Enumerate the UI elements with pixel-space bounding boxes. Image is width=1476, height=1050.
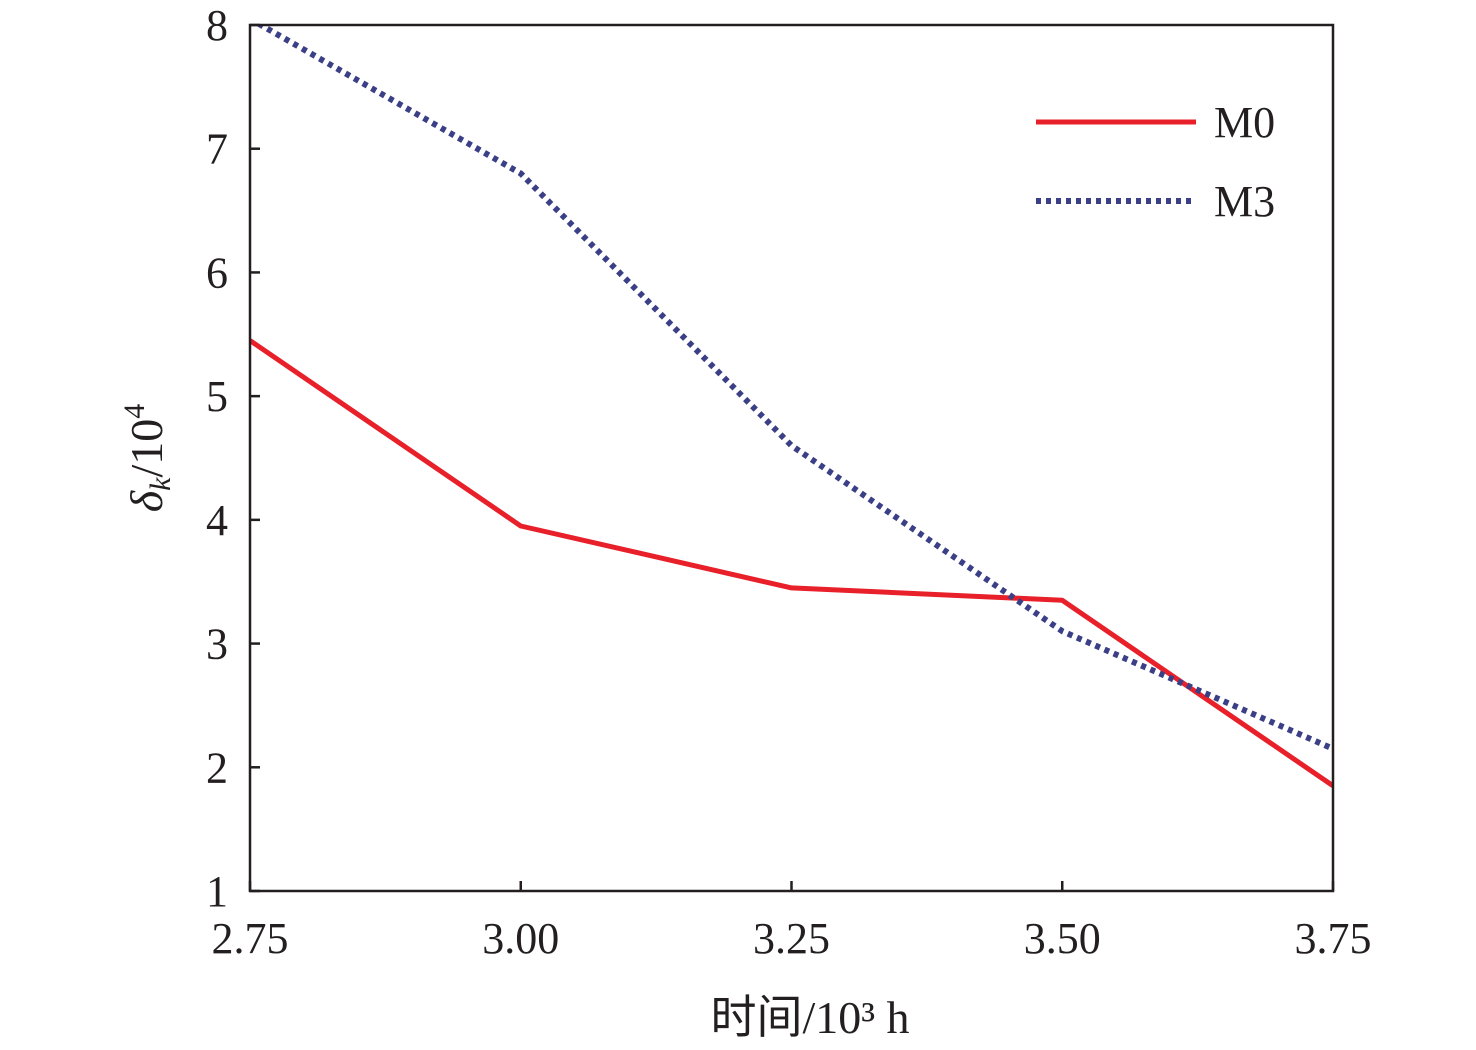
y-axis-superscript: 4 [118, 404, 151, 419]
y-tick-label: 2 [206, 743, 228, 792]
series-line-m3 [254, 25, 1333, 752]
x-tick-label: 3.75 [1295, 914, 1372, 963]
x-tick-label: 2.75 [212, 914, 289, 963]
y-tick-label: 8 [206, 1, 228, 50]
y-tick-label: 7 [206, 125, 228, 174]
x-tick-label: 3.50 [1024, 914, 1101, 963]
legend-label-m0: M0 [1214, 98, 1275, 147]
x-tick-label: 3.25 [753, 914, 830, 963]
series-line-m0 [250, 338, 1333, 788]
series-layer [250, 25, 1333, 788]
x-tick-label: 3.00 [482, 914, 559, 963]
y-tick-label: 3 [206, 620, 228, 669]
axis-ticks: 2.75 3.00 3.25 3.50 3.75 1 2 3 4 5 6 7 8 [206, 1, 1372, 963]
y-tick-label: 6 [206, 248, 228, 297]
y-axis-subscript: k [144, 477, 177, 491]
legend: M0 M3 [1036, 98, 1275, 226]
y-tick-label: 1 [206, 867, 228, 916]
legend-label-m3: M3 [1214, 177, 1275, 226]
y-tick-label: 5 [206, 372, 228, 421]
y-axis-symbol: δ [121, 490, 172, 512]
x-axis-title: 时间/10³ h [710, 992, 909, 1043]
plot-frame [248, 23, 1335, 893]
y-tick-label: 4 [206, 496, 228, 545]
y-axis-base: /10 [121, 419, 172, 478]
y-axis-title: δk/104 [118, 404, 177, 513]
